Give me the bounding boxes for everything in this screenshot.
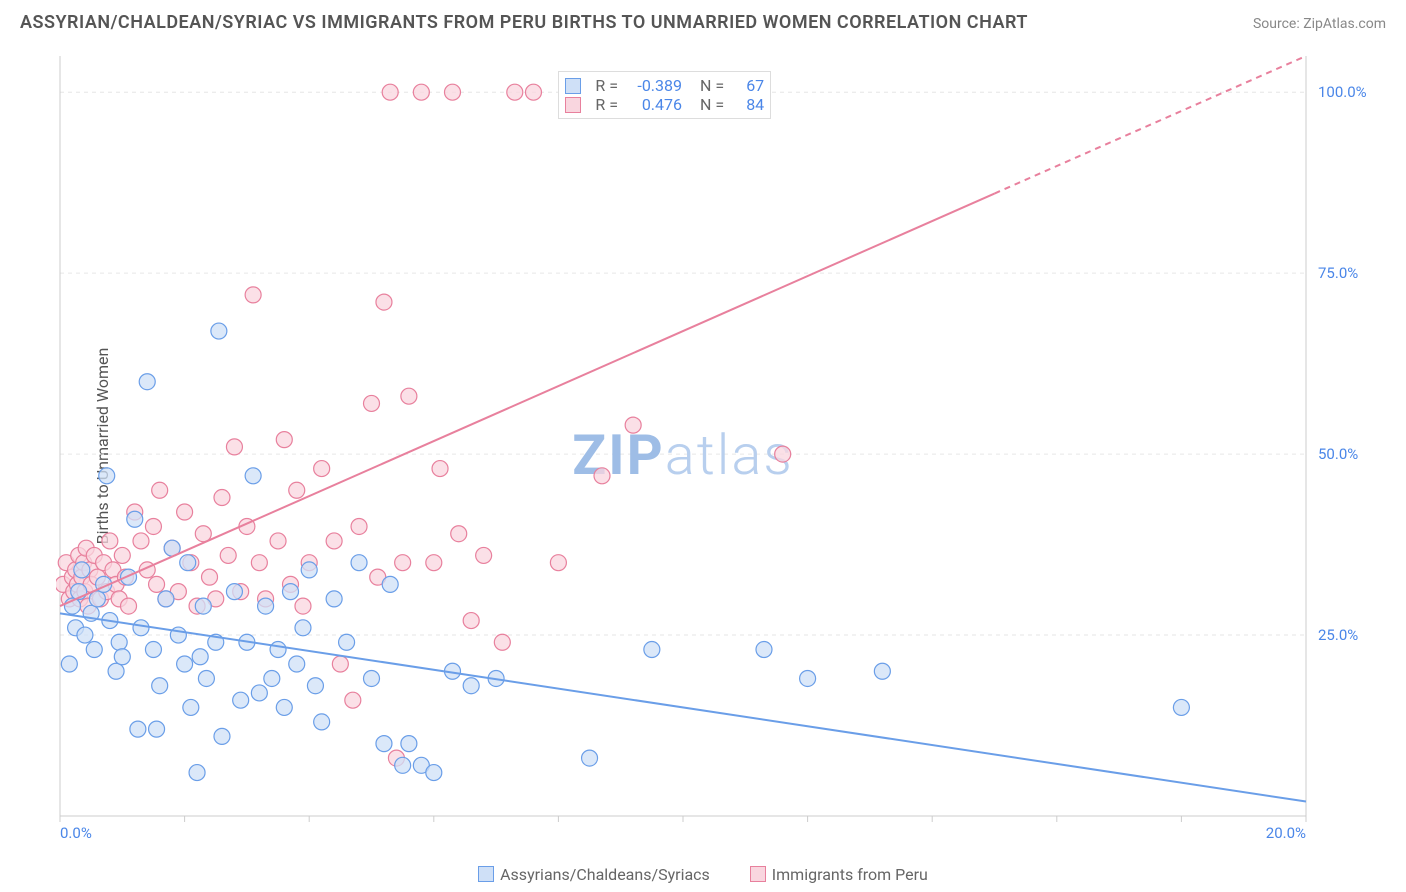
source-link[interactable]: ZipAtlas.com — [1303, 16, 1386, 32]
source-label: Source: ZipAtlas.com — [1253, 16, 1386, 32]
chart-area: 25.0%50.0%75.0%100.0%0.0%20.0%ZIPatlas R… — [56, 48, 1386, 844]
svg-text:100.0%: 100.0% — [1318, 83, 1367, 101]
svg-text:50.0%: 50.0% — [1318, 445, 1358, 463]
legend-item: Assyrians/Chaldeans/Syriacs — [478, 865, 710, 884]
chart-title: ASSYRIAN/CHALDEAN/SYRIAC VS IMMIGRANTS F… — [20, 12, 1028, 33]
svg-text:25.0%: 25.0% — [1318, 626, 1358, 644]
svg-text:20.0%: 20.0% — [1266, 824, 1306, 842]
scatter-chart: 25.0%50.0%75.0%100.0%0.0%20.0%ZIPatlas — [56, 48, 1386, 844]
stats-box: R =-0.389 N =67 R =0.476 N =84 — [558, 71, 771, 119]
svg-text:0.0%: 0.0% — [60, 824, 92, 842]
legend: Assyrians/Chaldeans/Syriacs Immigrants fr… — [0, 865, 1406, 884]
legend-item: Immigrants from Peru — [750, 865, 928, 884]
svg-text:75.0%: 75.0% — [1318, 264, 1358, 282]
